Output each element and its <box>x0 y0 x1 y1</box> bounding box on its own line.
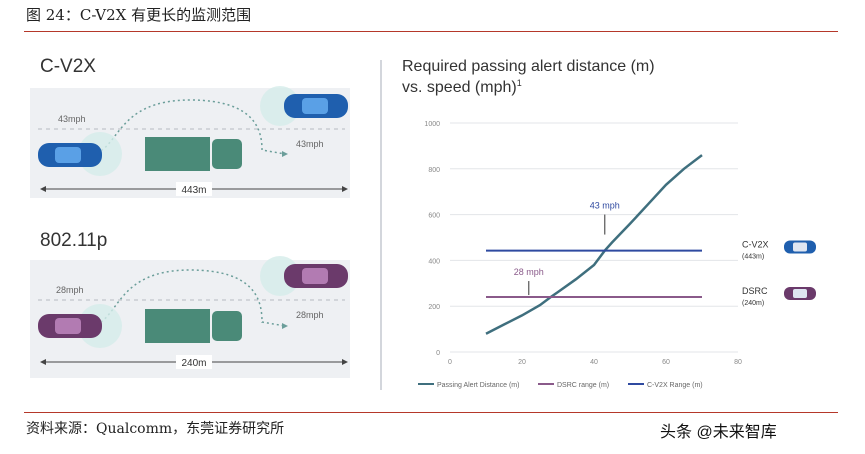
chart: Required passing alert distance (m) vs. … <box>402 58 816 389</box>
legend-label: DSRC range (m) <box>557 382 609 389</box>
x-tick-label: 40 <box>590 359 598 366</box>
range-label-bg <box>176 355 212 369</box>
series-lines <box>485 154 703 335</box>
arrow-right-icon <box>342 359 348 365</box>
side-label: C-V2X <box>742 240 769 250</box>
x-tick-label: 20 <box>518 359 526 366</box>
cv2x-scene: C-V2X 43mph 43mph 443m <box>30 56 350 198</box>
y-tick-label: 0 <box>436 350 440 357</box>
range-label-bg <box>176 182 212 196</box>
x-tick-label: 60 <box>662 359 670 366</box>
chart-title-line1: Required passing alert distance (m) <box>402 58 655 75</box>
passing-path <box>91 269 286 327</box>
side-label-sub: (443m) <box>742 254 764 261</box>
top-rule <box>24 31 838 32</box>
car-window-icon <box>793 242 807 252</box>
car-window-icon <box>302 98 328 114</box>
arrow-right-icon <box>342 186 348 192</box>
x-tick-label: 80 <box>734 359 742 366</box>
x-tick-labels: 0 20 40 60 80 <box>448 359 742 366</box>
side-labels: C-V2X (443m) DSRC (240m) <box>742 240 816 307</box>
arrow-left-icon <box>40 359 46 365</box>
bottom-rule <box>24 412 838 413</box>
watermark: 头条 @未来智库 <box>660 424 777 441</box>
side-label: DSRC <box>742 286 768 296</box>
truck-icon <box>145 309 210 343</box>
y-tick-labels: 0 200 400 600 800 1000 <box>424 121 440 357</box>
y-tick-label: 800 <box>428 167 440 174</box>
gridlines <box>450 122 738 353</box>
dsrc-heading: 802.11p <box>40 230 107 251</box>
panel-divider <box>380 60 382 390</box>
range-label: 443m <box>181 185 206 196</box>
chart-title-line2: vs. speed (mph)1 <box>402 78 522 96</box>
arrow-head-icon <box>282 323 288 329</box>
range-label: 240m <box>181 358 206 369</box>
speed-label: 43mph <box>58 114 86 124</box>
car-window-icon <box>55 147 81 163</box>
side-label-sub: (240m) <box>742 300 764 307</box>
cv2x-heading: C-V2X <box>40 56 96 77</box>
truck-cab-icon <box>212 139 242 169</box>
speed-label: 28mph <box>296 310 324 320</box>
legend: Passing Alert Distance (m) DSRC range (m)… <box>418 382 703 389</box>
y-tick-label: 400 <box>428 258 440 265</box>
truck-icon <box>145 137 210 171</box>
car-window-icon <box>55 318 81 334</box>
source-note: 资料来源：Qualcomm，东莞证券研究所 <box>26 421 285 437</box>
legend-label: Passing Alert Distance (m) <box>437 382 519 389</box>
car-window-icon <box>302 268 328 284</box>
y-tick-label: 1000 <box>424 121 440 128</box>
annotation-label: 28 mph <box>514 267 544 277</box>
annotation-label: 43 mph <box>590 201 620 211</box>
speed-label: 43mph <box>296 139 324 149</box>
chart-title-sup: 1 <box>517 78 522 88</box>
car-window-icon <box>793 289 807 299</box>
y-tick-label: 600 <box>428 213 440 220</box>
dsrc-scene: 802.11p 28mph 28mph 240m <box>30 230 350 378</box>
series-line <box>485 154 703 335</box>
annotations: 43 mph 28 mph <box>514 201 620 296</box>
speed-label: 28mph <box>56 285 84 295</box>
y-tick-label: 200 <box>428 304 440 311</box>
chart-title-text: vs. speed (mph) <box>402 79 517 96</box>
legend-label: C-V2X Range (m) <box>647 382 703 389</box>
figure-title: 图 24：C-V2X 有更长的监测范围 <box>26 6 252 24</box>
arrow-head-icon <box>282 151 288 157</box>
x-tick-label: 0 <box>448 359 452 366</box>
truck-cab-icon <box>212 311 242 341</box>
arrow-left-icon <box>40 186 46 192</box>
